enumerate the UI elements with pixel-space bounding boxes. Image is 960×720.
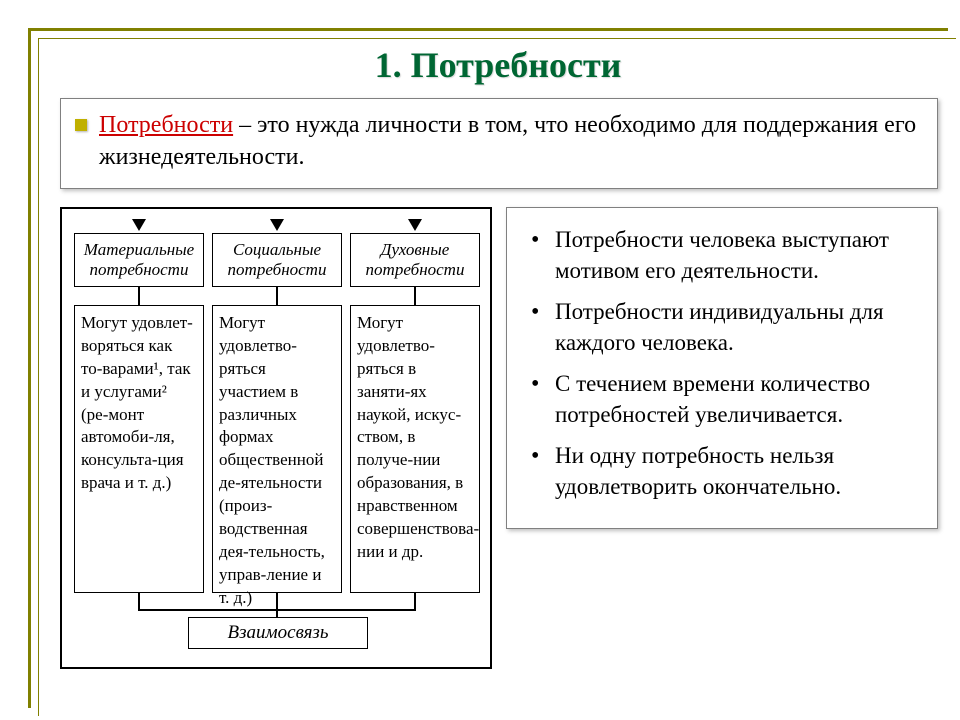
column-body: Могут удовлет-воряться как то-варами¹, т… <box>74 305 204 593</box>
definition-content: Потребности – это нужда личности в том, … <box>99 109 923 174</box>
bullet-list: Потребности человека выступают мотивом е… <box>519 224 929 502</box>
connector-line <box>138 609 416 611</box>
arrow-down-icon <box>408 219 422 233</box>
list-item: Ни одну потребность нельзя удовлетворить… <box>519 440 929 502</box>
diagram-bottom-label: Взаимосвязь <box>188 617 368 649</box>
list-item: Потребности индивидуальны для каждого че… <box>519 296 929 358</box>
column-body: Могут удовлетво-ряться участием в различ… <box>212 305 342 593</box>
diagram-container: Материальные потребности Могут удовлет-в… <box>60 207 492 669</box>
needs-diagram: Материальные потребности Могут удовлет-в… <box>70 219 482 659</box>
column-header: Социальные потребности <box>212 233 342 287</box>
slide-content: 1. Потребности Потребности – это нужда л… <box>48 44 948 708</box>
column-header: Духовные потребности <box>350 233 480 287</box>
lower-row: Материальные потребности Могут удовлет-в… <box>48 207 948 669</box>
bullet-list-box: Потребности человека выступают мотивом е… <box>506 207 938 529</box>
connector-line <box>138 287 140 305</box>
column-body: Могут удовлетво-ряться в заняти-ях науко… <box>350 305 480 593</box>
connector-line <box>276 287 278 305</box>
list-item: Потребности человека выступают мотивом е… <box>519 224 929 286</box>
arrow-down-icon <box>270 219 284 233</box>
column-header: Материальные потребности <box>74 233 204 287</box>
slide-title: 1. Потребности <box>48 44 948 86</box>
definition-text: Потребности – это нужда личности в том, … <box>75 109 923 174</box>
square-bullet-icon <box>75 119 87 131</box>
definition-term: Потребности <box>99 112 233 138</box>
connector-line <box>276 593 278 617</box>
arrow-down-icon <box>132 219 146 233</box>
list-item: С течением времени количество потребност… <box>519 368 929 430</box>
definition-box: Потребности – это нужда личности в том, … <box>60 98 938 189</box>
connector-line <box>414 287 416 305</box>
